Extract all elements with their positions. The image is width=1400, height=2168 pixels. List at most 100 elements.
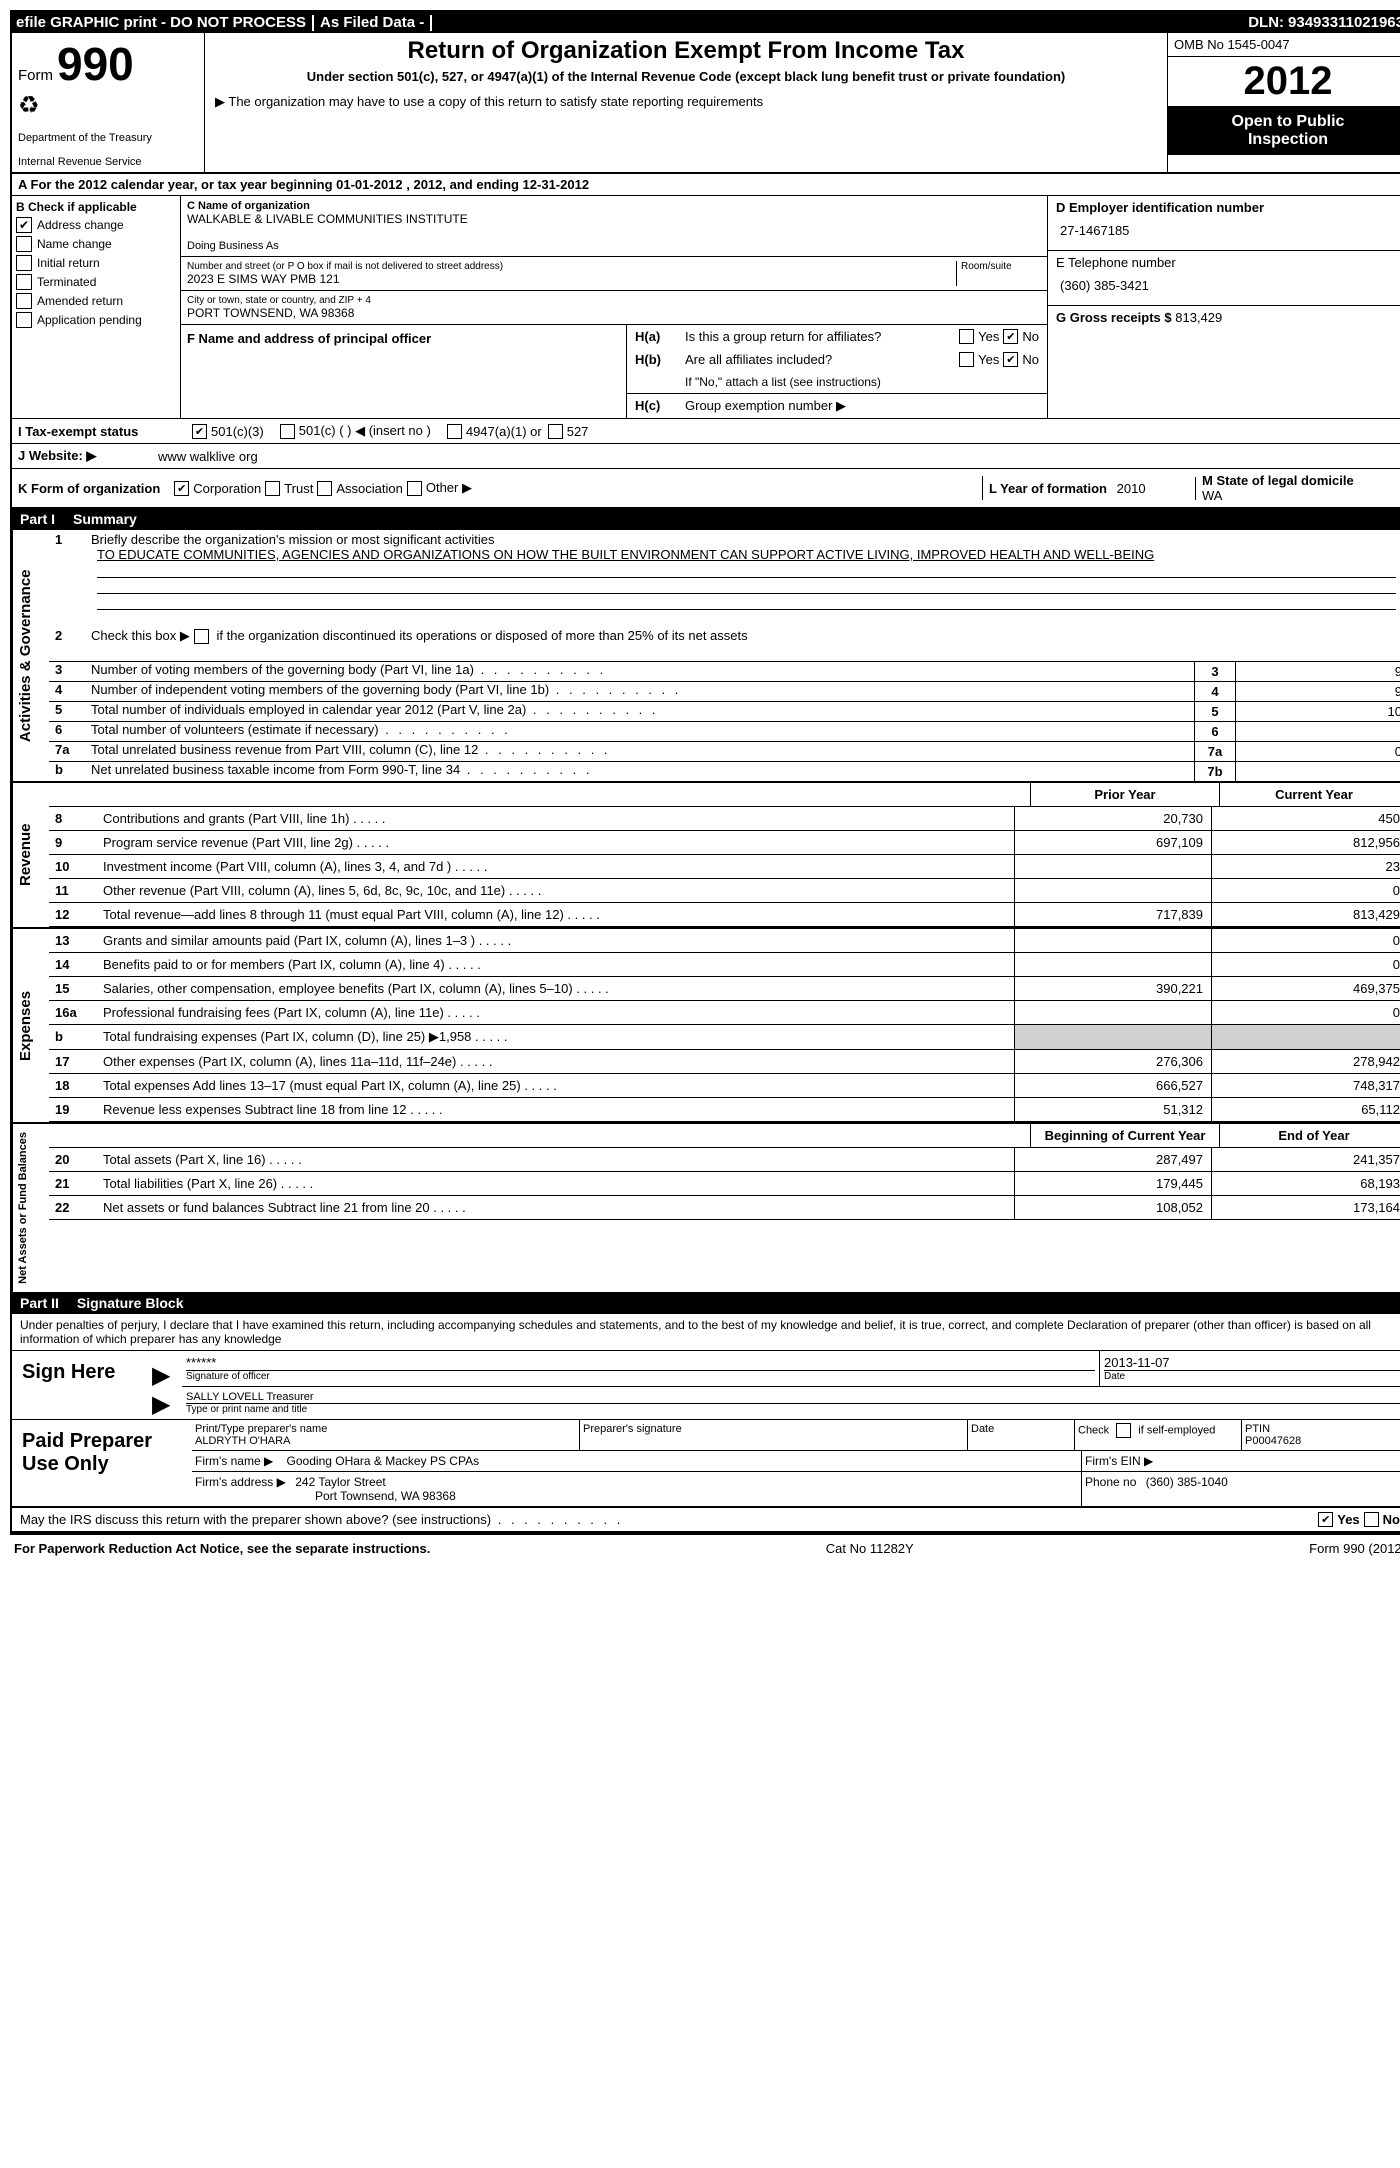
chk-term[interactable] — [16, 274, 32, 290]
prep-sig-label: Preparer's signature — [580, 1420, 968, 1450]
lbl-501c: 501(c) ( ) ◀ (insert no ) — [299, 423, 431, 439]
paid-preparer-row: Paid Preparer Use Only Print/Type prepar… — [12, 1420, 1400, 1508]
chk-pending[interactable] — [16, 312, 32, 328]
firm-ein-label: Firm's EIN ▶ — [1082, 1451, 1400, 1471]
l1-num: 1 — [55, 532, 91, 547]
divider — [312, 15, 314, 31]
discuss-text: May the IRS discuss this return with the… — [20, 1512, 1314, 1527]
paid-label: Paid Preparer Use Only — [12, 1420, 192, 1506]
l2-text: Check this box ▶ if the organization dis… — [91, 628, 1400, 644]
firm-addr2: Port Townsend, WA 98368 — [315, 1489, 456, 1503]
lbl-527: 527 — [567, 424, 589, 439]
sig-officer-label: Signature of officer — [186, 1370, 1095, 1382]
open-1: Open to Public — [1174, 113, 1400, 131]
sig-name: SALLY LOVELL Treasurer — [186, 1391, 1400, 1403]
treasury-2: Internal Revenue Service — [18, 156, 198, 168]
firm-addr1: 242 Taylor Street — [295, 1475, 386, 1489]
chk-amend[interactable] — [16, 293, 32, 309]
chk-trust[interactable] — [265, 481, 280, 496]
hb-yes: Yes — [978, 352, 999, 367]
chk-501c3[interactable]: ✔ — [192, 424, 207, 439]
l6-text: Total number of volunteers (estimate if … — [91, 722, 1194, 737]
row-j: J Website: ▶ www walklive org — [12, 444, 1400, 469]
l3-col: 3 — [1194, 662, 1236, 681]
dba-label: Doing Business As — [187, 240, 1041, 252]
discuss-no-chk[interactable] — [1364, 1512, 1379, 1527]
l3-val: 9 — [1236, 662, 1400, 681]
l5-val: 10 — [1236, 702, 1400, 721]
side-revenue: Revenue — [12, 783, 49, 927]
lbl-addr: Address change — [37, 218, 124, 232]
lbl-name: Name change — [37, 237, 112, 251]
table-row: 18Total expenses Add lines 13–17 (must e… — [49, 1074, 1400, 1098]
l5-num: 5 — [55, 702, 91, 717]
chk-501c[interactable] — [280, 424, 295, 439]
part1-num: Part I — [20, 511, 55, 527]
chk-527[interactable] — [548, 424, 563, 439]
prep-date-label: Date — [968, 1420, 1075, 1450]
chk-addr[interactable]: ✔ — [16, 217, 32, 233]
lbl-other: Other ▶ — [426, 480, 472, 496]
lbl-term: Terminated — [37, 275, 96, 289]
l7a-text: Total unrelated business revenue from Pa… — [91, 742, 1194, 757]
l5-text: Total number of individuals employed in … — [91, 702, 1194, 717]
hb-marker: H(b) — [635, 352, 685, 367]
chk-assoc[interactable] — [317, 481, 332, 496]
lbl-pending: Application pending — [37, 313, 142, 327]
ha-no-chk[interactable]: ✔ — [1003, 329, 1018, 344]
header-left: Form 990 ♻ Department of the Treasury In… — [12, 33, 205, 172]
hb-no-chk[interactable]: ✔ — [1003, 352, 1018, 367]
mission: TO EDUCATE COMMUNITIES, AGENCIES AND ORG… — [91, 547, 1160, 562]
footer-center: Cat No 11282Y — [826, 1541, 914, 1556]
expenses-section: Expenses 13Grants and similar amounts pa… — [12, 927, 1400, 1122]
footer-left: For Paperwork Reduction Act Notice, see … — [14, 1541, 430, 1556]
phone: (360) 385-3421 — [1056, 270, 1400, 301]
self-emp-chk[interactable] — [1116, 1423, 1131, 1438]
sig-date-label: Date — [1104, 1370, 1400, 1382]
chk-other[interactable] — [407, 481, 422, 496]
c-name-label: C Name of organization — [187, 200, 1041, 212]
hb-yes-chk[interactable] — [959, 352, 974, 367]
l2-chk[interactable] — [194, 629, 209, 644]
sign-here-row: Sign Here ▶▶ ****** Signature of officer… — [12, 1350, 1400, 1420]
discuss-row: May the IRS discuss this return with the… — [12, 1508, 1400, 1533]
lbl-trust: Trust — [284, 481, 313, 496]
revenue-section: Revenue Prior Year Current Year 8Contrib… — [12, 781, 1400, 927]
side-expenses: Expenses — [12, 929, 49, 1122]
table-row: 10Investment income (Part VIII, column (… — [49, 855, 1400, 879]
top-bar: efile GRAPHIC print - DO NOT PROCESS As … — [12, 12, 1400, 33]
city: PORT TOWNSEND, WA 98368 — [187, 306, 1041, 320]
part2-title: Signature Block — [77, 1295, 184, 1311]
e-label: E Telephone number — [1056, 255, 1400, 270]
table-row: 9Program service revenue (Part VIII, lin… — [49, 831, 1400, 855]
l7a-col: 7a — [1194, 742, 1236, 761]
discuss-yes-chk[interactable]: ✔ — [1318, 1512, 1333, 1527]
l3-num: 3 — [55, 662, 91, 677]
table-row: 17Other expenses (Part IX, column (A), l… — [49, 1050, 1400, 1074]
governance-section: Activities & Governance 1 Briefly descri… — [12, 530, 1400, 781]
g-value: 813,429 — [1175, 310, 1222, 325]
hdr-begin: Beginning of Current Year — [1030, 1124, 1219, 1147]
chk-4947[interactable] — [447, 424, 462, 439]
chk-corp[interactable]: ✔ — [174, 481, 189, 496]
form-title: Return of Organization Exempt From Incom… — [215, 37, 1157, 65]
tax-year: 2012 — [1168, 57, 1400, 107]
form-number: 990 — [57, 37, 134, 91]
lbl-assoc: Association — [336, 481, 402, 496]
table-row: 13Grants and similar amounts paid (Part … — [49, 929, 1400, 953]
chk-name[interactable] — [16, 236, 32, 252]
l6-val — [1236, 722, 1400, 726]
chk-initial[interactable] — [16, 255, 32, 271]
l7b-text: Net unrelated business taxable income fr… — [91, 762, 1194, 777]
table-row: 15Salaries, other compensation, employee… — [49, 977, 1400, 1001]
part1-header: Part I Summary — [12, 508, 1400, 530]
ha-yes-chk[interactable] — [959, 329, 974, 344]
ein: 27-1467185 — [1056, 215, 1400, 246]
footer: For Paperwork Reduction Act Notice, see … — [10, 1535, 1400, 1562]
hc-marker: H(c) — [635, 398, 685, 414]
sig-stars: ****** — [186, 1355, 1095, 1370]
form-990: efile GRAPHIC print - DO NOT PROCESS As … — [10, 10, 1400, 1535]
l6-num: 6 — [55, 722, 91, 737]
arrow-icon: ▶▶ — [152, 1351, 182, 1419]
l3-text: Number of voting members of the governin… — [91, 662, 1194, 677]
